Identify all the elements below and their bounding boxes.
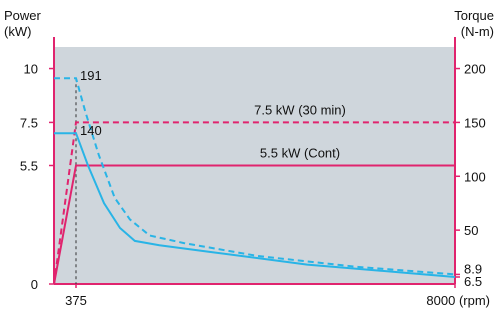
power-curve-dashed bbox=[53, 121, 455, 285]
right-tick-label: 100 bbox=[464, 169, 486, 184]
left-tick-label: 7.5 bbox=[20, 115, 38, 130]
right-tick-label: 50 bbox=[464, 223, 478, 238]
series-label-cont: 5.5 kW (Cont) bbox=[260, 146, 340, 161]
right-tick-label: 8.9 bbox=[464, 261, 482, 276]
torque-curve-solid bbox=[54, 132, 456, 278]
power-curve-solid bbox=[53, 164, 455, 285]
x-tick-label: 375 bbox=[65, 293, 87, 308]
torque-curve-dashed bbox=[54, 77, 456, 276]
left-tick-label: 0 bbox=[31, 277, 38, 292]
right-tick-label: 200 bbox=[464, 62, 486, 77]
left-tick-label: 10 bbox=[24, 62, 38, 77]
left-axis-unit: (kW) bbox=[4, 24, 31, 39]
annotation-peak-torque-30min: 191 bbox=[80, 68, 102, 83]
right-tick-label: 6.5 bbox=[464, 274, 482, 289]
series-label-30min: 7.5 kW (30 min) bbox=[254, 102, 346, 117]
annotation-peak-torque-cont: 140 bbox=[80, 123, 102, 138]
left-tick-label: 5.5 bbox=[20, 159, 38, 174]
right-axis-title: Torque bbox=[454, 8, 494, 23]
right-axis-unit: (N-m) bbox=[461, 24, 494, 39]
left-axis-title: Power bbox=[4, 8, 42, 23]
x-tick-label: 8000 (rpm) bbox=[426, 293, 490, 308]
right-tick-label: 150 bbox=[464, 115, 486, 130]
